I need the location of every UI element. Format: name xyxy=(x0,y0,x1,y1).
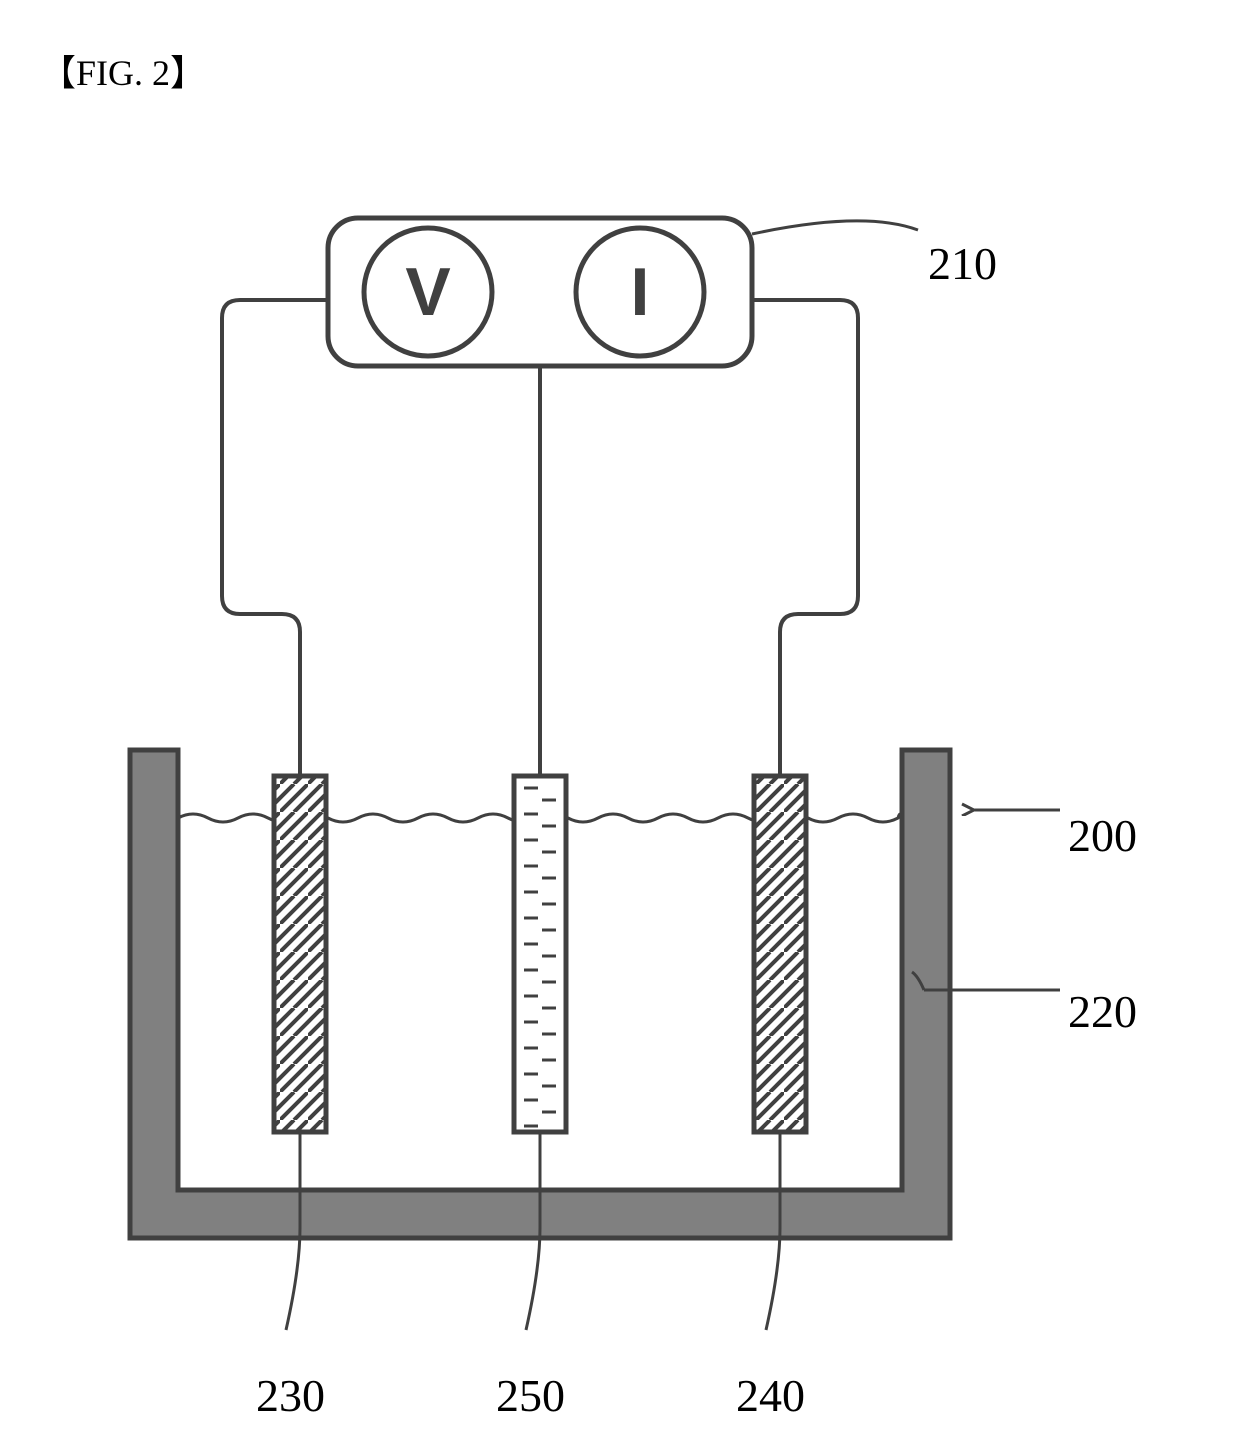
wire-right xyxy=(752,300,858,776)
electrode-left xyxy=(274,776,326,1132)
label-210: 210 xyxy=(928,237,997,290)
ammeter-label: I xyxy=(631,254,650,330)
wire-left xyxy=(222,300,328,776)
label-240: 240 xyxy=(736,1369,805,1422)
label-200: 200 xyxy=(1068,809,1137,862)
electrode-right xyxy=(754,776,806,1132)
label-220: 220 xyxy=(1068,985,1137,1038)
figure-drawing: VI xyxy=(0,0,1240,1438)
figure-page: 【FIG. 2】 VI 200210220230240250 xyxy=(0,0,1240,1438)
voltmeter-label: V xyxy=(405,254,450,330)
leader-210 xyxy=(752,221,918,234)
electrode-center xyxy=(514,776,566,1132)
label-250: 250 xyxy=(496,1369,565,1422)
label-230: 230 xyxy=(256,1369,325,1422)
